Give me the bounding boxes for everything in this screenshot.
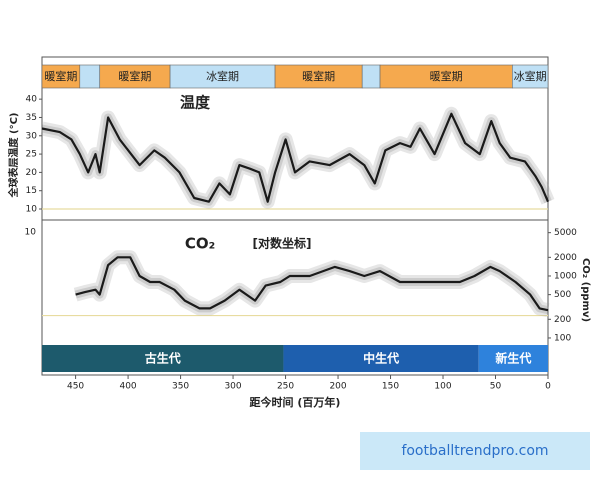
uncertainty-band (40, 106, 555, 209)
era (42, 345, 284, 372)
x-axis-label: 距今时间 (百万年) (250, 395, 341, 409)
y-tick-label: 20 (26, 168, 38, 178)
series-line (75, 256, 549, 312)
y-tick-label: 100 (554, 333, 571, 343)
watermark: footballtrendpro.com (401, 443, 548, 459)
era-label: 新生代 (495, 351, 531, 366)
period-label: 冰室期 (206, 69, 239, 83)
y-tick-label: 500 (554, 290, 571, 300)
period-label: 暖室期 (430, 69, 463, 83)
temp-ylabel: 全球表层温度 (°C) (7, 113, 20, 199)
era (478, 345, 548, 372)
uncertainty-band (74, 253, 549, 315)
x-tick-label: 250 (277, 382, 294, 392)
y-tick-label: 10 (26, 205, 38, 215)
y-tick-label: 40 (26, 95, 38, 105)
y-tick-label: 30 (26, 131, 38, 141)
era-label: 古生代 (145, 351, 181, 366)
co2-title: CO₂ (185, 235, 215, 253)
period-label: 暖室期 (302, 69, 335, 83)
co2-ylabel: CO₂ (ppmv) (580, 258, 591, 322)
series-line (41, 112, 550, 203)
period (79, 64, 101, 89)
x-tick-label: 200 (329, 382, 346, 392)
period-label: 暖室期 (118, 69, 151, 83)
co2-subtitle: [对数坐标] (253, 236, 312, 251)
left-tick-label: 10 (25, 228, 37, 238)
period-label: 暖室期 (44, 69, 77, 83)
x-tick-label: 0 (545, 382, 551, 392)
x-tick-label: 350 (172, 382, 189, 392)
period (512, 64, 549, 89)
period-label: 冰室期 (514, 69, 547, 83)
y-tick-label: 5000 (554, 228, 577, 238)
plot-frame (41, 56, 549, 376)
temp-title: 温度 (180, 94, 211, 112)
y-tick-label: 25 (26, 150, 37, 160)
period (361, 64, 381, 89)
y-tick-label: 1000 (554, 271, 577, 281)
y-tick-label: 200 (554, 315, 571, 325)
y-tick-label: 2000 (554, 253, 577, 263)
era (283, 345, 479, 372)
x-tick-label: 100 (434, 382, 451, 392)
watermark-box (360, 432, 590, 470)
x-tick-label: 400 (119, 382, 136, 392)
y-tick-label: 35 (26, 113, 37, 123)
y-tick-label: 15 (26, 186, 37, 196)
x-tick-label: 150 (382, 382, 399, 392)
era-label: 中生代 (363, 351, 399, 366)
x-tick-label: 50 (490, 382, 502, 392)
x-tick-label: 300 (224, 382, 241, 392)
x-tick-label: 450 (67, 382, 84, 392)
